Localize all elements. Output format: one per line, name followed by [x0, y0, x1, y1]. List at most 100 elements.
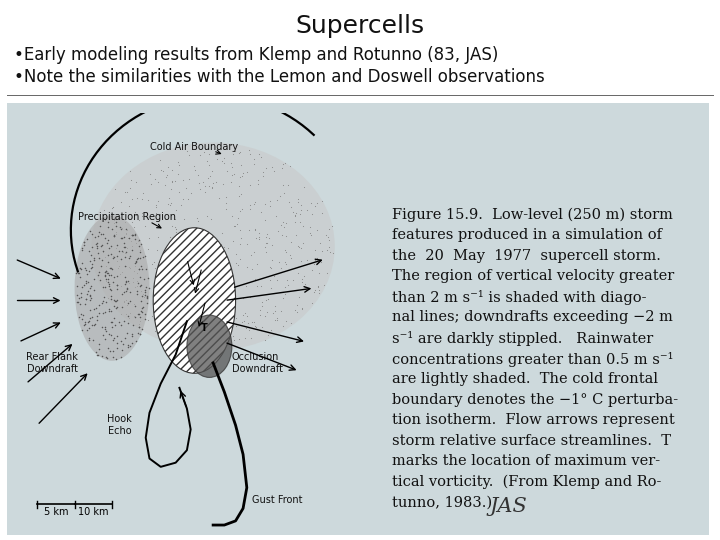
Point: [163, 298, 175, 306]
Point: [260, 242, 271, 251]
Point: [169, 214, 181, 223]
Text: Rear Flank
Downdraft: Rear Flank Downdraft: [26, 352, 78, 374]
Point: [189, 267, 200, 276]
Point: [199, 181, 211, 190]
Point: [118, 242, 130, 251]
Point: [91, 244, 103, 252]
Point: [146, 312, 158, 320]
Point: [99, 271, 111, 279]
Point: [76, 244, 88, 252]
Text: tunno, 1983.): tunno, 1983.): [392, 495, 492, 509]
Point: [122, 319, 134, 327]
Point: [264, 201, 276, 210]
Point: [183, 174, 194, 183]
Point: [126, 231, 138, 239]
Point: [145, 179, 157, 188]
Point: [240, 282, 251, 291]
Point: [102, 269, 113, 278]
Point: [122, 299, 134, 307]
Point: [207, 264, 218, 273]
Point: [315, 239, 326, 247]
Point: [105, 318, 117, 327]
Point: [130, 238, 142, 247]
Point: [213, 193, 225, 202]
Point: [130, 231, 141, 240]
Point: [73, 293, 85, 302]
Point: [123, 201, 135, 210]
Point: [256, 298, 268, 306]
Point: [219, 313, 230, 322]
Point: [127, 278, 138, 286]
Point: [112, 285, 123, 294]
Point: [234, 254, 246, 263]
Point: [207, 251, 219, 260]
Point: [265, 284, 276, 292]
Point: [124, 184, 135, 192]
Point: [186, 264, 198, 272]
Point: [86, 260, 98, 269]
Point: [222, 275, 234, 284]
Point: [315, 258, 327, 266]
Point: [127, 231, 139, 240]
Point: [254, 310, 266, 319]
Point: [285, 202, 297, 211]
Point: [109, 232, 120, 240]
Point: [281, 275, 292, 284]
Point: [221, 316, 233, 325]
Point: [120, 273, 131, 282]
Point: [116, 247, 127, 255]
Point: [298, 183, 310, 192]
Point: [102, 217, 114, 226]
Point: [266, 240, 278, 249]
Point: [262, 295, 274, 303]
Point: [222, 166, 233, 175]
Point: [126, 176, 138, 184]
Point: [271, 211, 282, 220]
Point: [76, 315, 88, 324]
Point: [133, 242, 145, 251]
Point: [88, 255, 99, 264]
Point: [76, 293, 87, 301]
Point: [114, 222, 126, 231]
Point: [132, 281, 143, 290]
Point: [115, 353, 127, 361]
Point: [228, 332, 239, 341]
Point: [164, 264, 176, 272]
Point: [149, 327, 161, 335]
Point: [107, 277, 119, 286]
Point: [104, 347, 116, 355]
Point: [215, 240, 227, 248]
Point: [102, 274, 114, 283]
Point: [94, 340, 105, 348]
Point: [110, 230, 122, 238]
Point: [138, 253, 149, 261]
Point: [220, 199, 232, 207]
Point: [85, 294, 96, 303]
Point: [194, 185, 205, 194]
Point: [105, 264, 117, 273]
Point: [264, 234, 275, 243]
Point: [71, 282, 83, 291]
Point: [91, 350, 103, 359]
Point: [161, 321, 172, 329]
Point: [93, 254, 104, 262]
Point: [78, 240, 89, 249]
Point: [136, 265, 148, 273]
Point: [297, 304, 308, 313]
Point: [166, 253, 177, 261]
Point: [114, 320, 126, 329]
Point: [85, 251, 96, 260]
Point: [237, 318, 248, 326]
Point: [101, 353, 112, 362]
Point: [83, 318, 94, 327]
Point: [305, 230, 317, 239]
Point: [197, 336, 208, 345]
Point: [205, 230, 217, 239]
Point: [99, 215, 111, 224]
Point: [139, 291, 150, 300]
Point: [79, 318, 91, 327]
Point: [271, 316, 282, 325]
Point: [127, 273, 139, 282]
Point: [168, 291, 180, 300]
Point: [103, 271, 114, 279]
